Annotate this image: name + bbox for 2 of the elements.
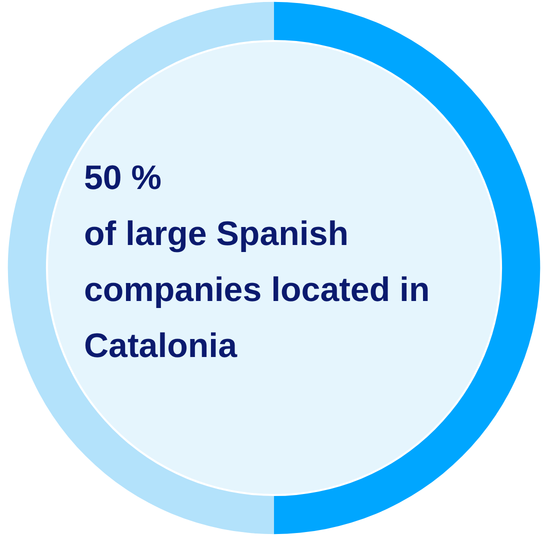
- text: 50 %: [84, 159, 162, 197]
- text: of large Spanish companies located in Catalonia: [84, 215, 440, 365]
